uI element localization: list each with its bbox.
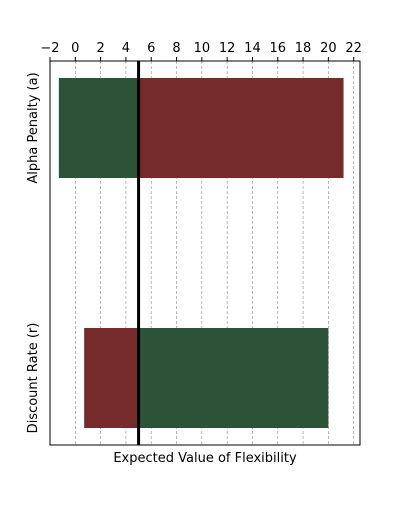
x-ticks: −2 0 2 4 6 8 10 12 14 16 18 20 22 — [40, 41, 362, 61]
bar-high-segment — [138, 328, 329, 428]
bar-high-segment — [138, 78, 344, 178]
x-tick-label: 8 — [172, 41, 180, 56]
y-category-label: Alpha Penalty (a) — [26, 72, 41, 183]
x-tick-label: 14 — [244, 41, 261, 56]
x-tick-label: 2 — [96, 41, 104, 56]
x-tick-label: 0 — [71, 41, 79, 56]
x-tick-label: 4 — [122, 41, 130, 56]
x-axis-label: Expected Value of Flexibility — [113, 451, 297, 466]
bar-low-segment — [58, 78, 139, 178]
y-category-labels: Alpha Penalty (a) Discount Rate (r) — [26, 72, 41, 433]
x-tick-label: 20 — [320, 41, 337, 56]
axes-frame — [49, 60, 361, 446]
x-tick-label: 6 — [147, 41, 155, 56]
bars — [58, 78, 344, 428]
x-tick-label: 10 — [194, 41, 211, 56]
x-tick-label: 12 — [219, 41, 236, 56]
x-tick-label: 16 — [269, 41, 286, 56]
bar-low-segment — [84, 328, 139, 428]
x-tick-label: 18 — [295, 41, 312, 56]
x-tick-label: −2 — [40, 41, 59, 56]
y-category-label: Discount Rate (r) — [26, 323, 41, 434]
x-tick-label: 22 — [345, 41, 362, 56]
